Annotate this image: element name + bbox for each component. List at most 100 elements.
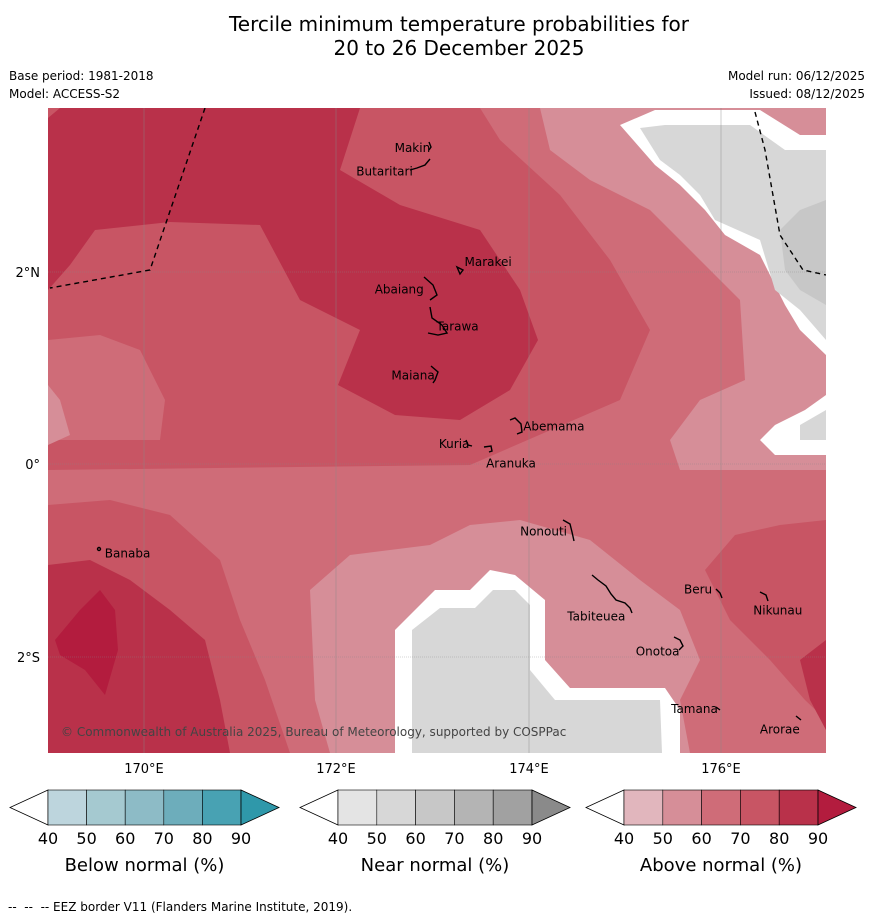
colorbar-extend-low: [585, 789, 625, 826]
place-label-aranuka: Aranuka: [486, 457, 536, 471]
colorbar-extend-high: [531, 789, 571, 826]
colorbar-segment: [662, 789, 702, 826]
eez-footnote: -- -- -- EEZ border V11 (Flanders Marine…: [8, 900, 353, 914]
island-butaritari: [409, 158, 431, 171]
lon-label-172e: 172°E: [316, 762, 356, 777]
island-nonouti: [562, 519, 575, 542]
shade-above-80-north: [48, 108, 538, 420]
colorbar-segment: [163, 789, 203, 826]
colorbar-tick-label: 40: [38, 829, 58, 848]
place-labels: Makin Butaritari Marakei Abaiang Tarawa Maian…: [105, 141, 803, 736]
eez-borders: [49, 108, 826, 289]
place-label-makin: Makin: [395, 141, 431, 155]
island-marakei: [455, 265, 465, 276]
colorbar-tick-label: 70: [730, 829, 750, 848]
base-period-text: Base period: 1981-2018: [9, 69, 154, 83]
colorbar-extend-high: [240, 789, 280, 826]
island-tarawa: [427, 306, 449, 336]
island-onotoa: [673, 636, 684, 651]
shade-near-40-northeast: [640, 125, 826, 340]
place-label-maiana: Maiana: [391, 369, 434, 383]
lat-label-2s: 2°S: [17, 651, 40, 666]
colorbar-segment: [623, 789, 664, 826]
place-label-arorae: Arorae: [760, 722, 800, 736]
island-tabiteuea: [591, 574, 633, 614]
colorbar-near-normal: 40 50 60 70 80 90 Near normal (%): [299, 789, 571, 876]
colorbar-tick-label: 40: [328, 829, 348, 848]
eez-border-east: [754, 111, 826, 276]
colorbar-tick-label: 80: [483, 829, 503, 848]
shade-above-60-west: [48, 335, 165, 440]
island-nikunau: [759, 591, 769, 602]
title-line-1: Tercile minimum temperature probabilitie…: [228, 12, 690, 36]
island-tamana: [715, 706, 721, 711]
place-label-onotoa: Onotoa: [636, 645, 680, 659]
colorbar-tick-label: 60: [691, 829, 711, 848]
place-label-nikunau: Nikunau: [753, 604, 802, 618]
title-line-2: 20 to 26 December 2025: [333, 36, 585, 60]
colorbar-tick-label: 90: [522, 829, 542, 848]
colorbar-title: Above normal (%): [640, 855, 802, 876]
shade-above-70-southeast: [705, 520, 826, 720]
colorbar-segment: [415, 789, 455, 826]
island-arorae: [795, 715, 802, 721]
shade-near-40-east: [800, 410, 826, 440]
colorbar-above-normal: 40 50 60 70 80 90 Above normal (%): [585, 789, 857, 876]
place-label-abaiang: Abaiang: [375, 282, 424, 296]
colorbar-segment: [86, 789, 126, 826]
island-outlines: [96, 141, 802, 721]
place-label-beru: Beru: [684, 583, 712, 597]
colorbar-extend-low: [9, 789, 49, 826]
island-abaiang: [423, 276, 438, 301]
island-kuria: [465, 439, 473, 447]
island-beru: [715, 588, 723, 599]
shade-near-40-south: [412, 590, 662, 753]
place-label-tabiteuea: Tabiteuea: [566, 610, 625, 624]
colorbar-segment: [454, 789, 494, 826]
place-label-kuria: Kuria: [439, 437, 470, 451]
copyright-text: © Commonwealth of Australia 2025, Bureau…: [61, 725, 566, 739]
colorbar-tick-label: 70: [444, 829, 464, 848]
probability-field: [48, 108, 826, 753]
issued-text: Issued: 08/12/2025: [749, 87, 865, 101]
colorbar-tick-label: 60: [405, 829, 425, 848]
place-label-nonouti: Nonouti: [520, 524, 567, 538]
colorbar-segment: [740, 789, 780, 826]
colorbar-tick-label: 80: [769, 829, 789, 848]
colorbar-title: Near normal (%): [361, 855, 510, 876]
lon-label-170e: 170°E: [124, 762, 164, 777]
colorbar-tick-label: 50: [367, 829, 387, 848]
place-label-abemama: Abemama: [523, 420, 584, 434]
lon-label-176e: 176°E: [701, 762, 741, 777]
shade-above-90-south: [55, 590, 118, 695]
colorbar-tick-label: 60: [115, 829, 135, 848]
place-label-marakei: Marakei: [465, 255, 512, 269]
colorbar-segment: [778, 789, 819, 826]
map-title: Tercile minimum temperature probabilitie…: [0, 12, 873, 60]
lon-label-174e: 174°E: [509, 762, 549, 777]
island-makin: [428, 141, 432, 151]
colorbar-title: Below normal (%): [65, 855, 225, 876]
colorbar-tick-label: 90: [231, 829, 251, 848]
colorbar-tick-label: 40: [614, 829, 634, 848]
shade-above-50-west: [48, 385, 70, 445]
place-label-tamana: Tamana: [670, 702, 718, 716]
island-aranuka: [483, 445, 493, 453]
place-label-tarawa: Tarawa: [436, 320, 479, 334]
island-maiana: [430, 365, 439, 384]
colorbar-segment: [47, 789, 87, 826]
lat-label-2n: 2°N: [16, 266, 41, 281]
eez-border-west: [49, 108, 206, 289]
colorbar-tick-label: 50: [653, 829, 673, 848]
colorbar-tick-label: 90: [808, 829, 828, 848]
colorbar-segment: [701, 789, 741, 826]
island-abemama: [509, 417, 523, 435]
colorbar-segment: [337, 789, 378, 826]
colorbar-tick-label: 50: [76, 829, 96, 848]
colorbar-tick-label: 80: [192, 829, 212, 848]
place-label-banaba: Banaba: [105, 547, 151, 561]
shade-above-80-southeast: [800, 640, 826, 730]
colorbar-segment: [202, 789, 242, 826]
colorbar-segment: [492, 789, 533, 826]
island-banaba: [96, 546, 102, 552]
